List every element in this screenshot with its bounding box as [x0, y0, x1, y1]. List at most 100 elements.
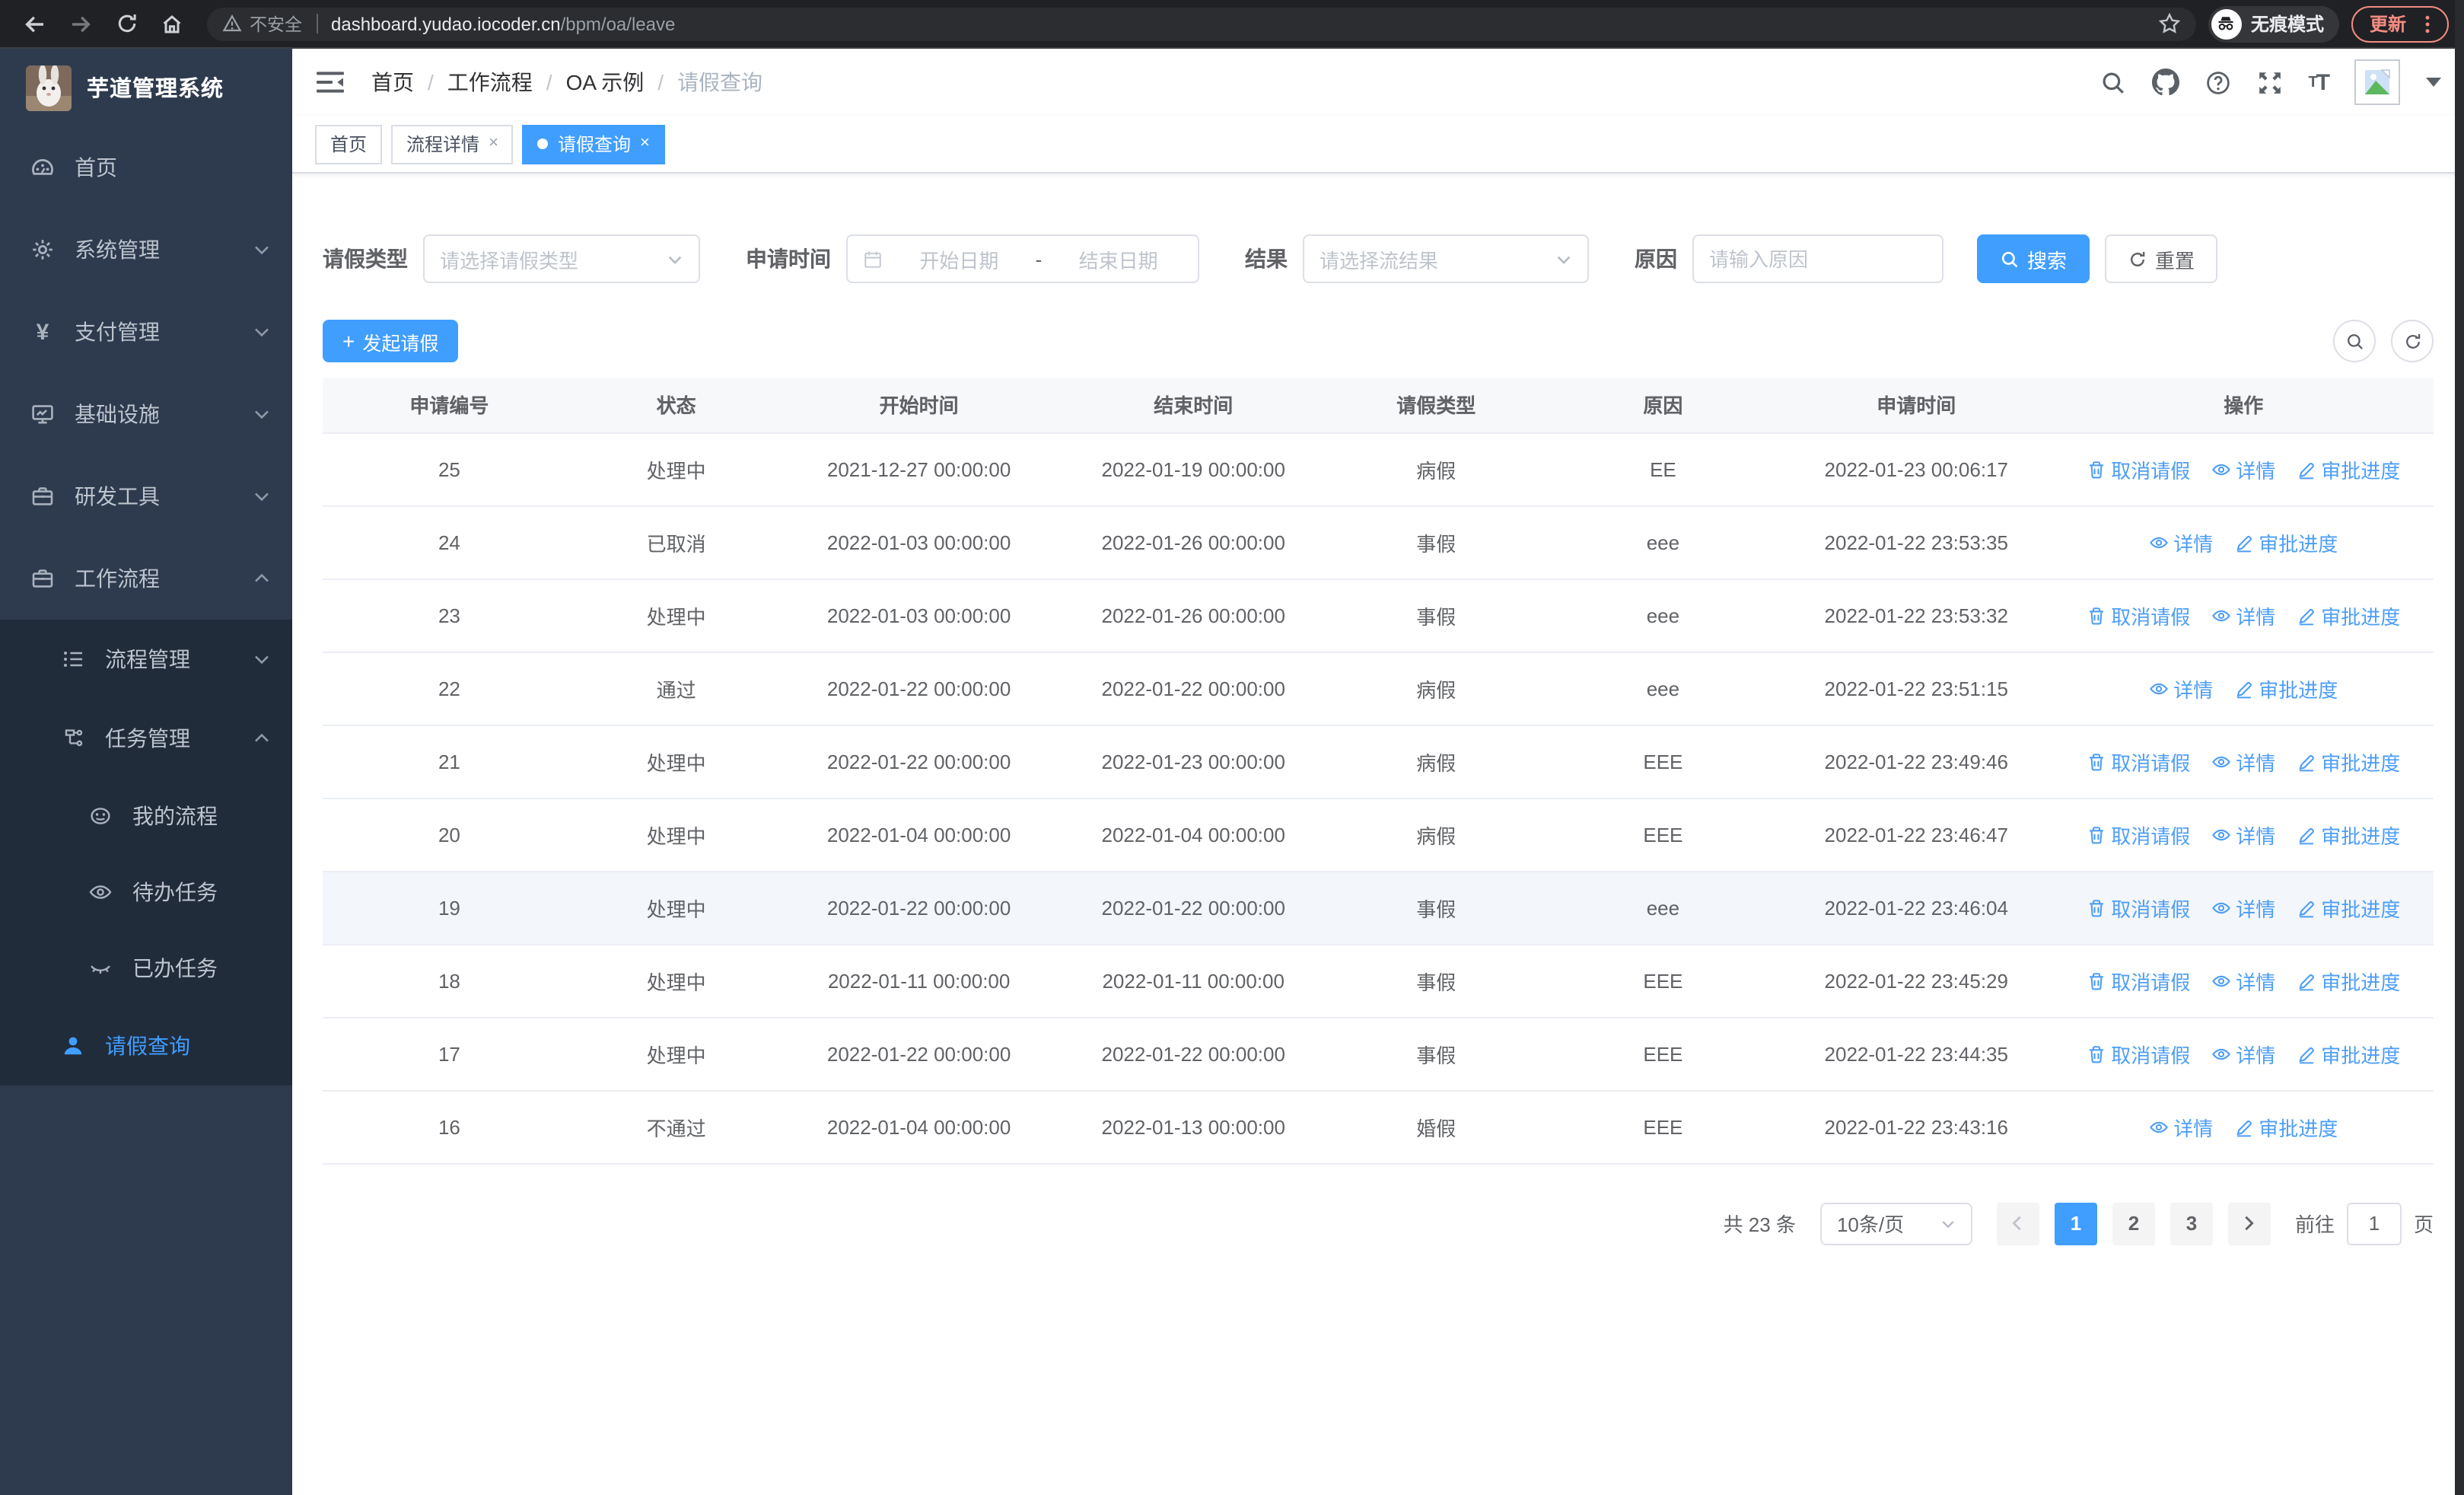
chevron-down-icon[interactable]	[2426, 78, 2441, 87]
update-menu-button[interactable]: 更新	[2351, 5, 2449, 42]
browser-scrollbar[interactable]	[2455, 0, 2464, 1495]
cell-actions: 详情 审批进度	[2053, 505, 2434, 579]
sidebar-item-我的流程[interactable]: 我的流程	[0, 778, 292, 854]
action-detail-link[interactable]: 详情	[2149, 674, 2213, 703]
cell-type: 事假	[1325, 1017, 1547, 1091]
create-leave-button[interactable]: + 发起请假	[323, 320, 459, 362]
goto-page-input[interactable]	[2346, 1202, 2402, 1245]
reload-icon[interactable]	[107, 4, 146, 43]
cell-id: 18	[323, 944, 576, 1018]
prev-page-button[interactable]	[1996, 1202, 2039, 1245]
github-icon[interactable]	[2151, 69, 2179, 96]
breadcrumb-item[interactable]: 首页	[371, 70, 414, 94]
action-cancel-link[interactable]: 取消请假	[2087, 454, 2190, 483]
breadcrumb-separator: /	[657, 70, 664, 94]
action-progress-link[interactable]: 审批进度	[2297, 893, 2400, 922]
action-detail-link[interactable]: 详情	[2211, 454, 2275, 483]
chevron-down-icon	[253, 323, 271, 341]
home-icon[interactable]	[152, 4, 192, 43]
cell-reason: EEE	[1546, 798, 1779, 872]
next-page-button[interactable]	[2227, 1202, 2271, 1245]
cell-reason: EEE	[1546, 1017, 1779, 1091]
sidebar-item-流程管理[interactable]: 流程管理	[0, 620, 292, 699]
action-detail-link[interactable]: 详情	[2211, 1039, 2275, 1068]
forward-icon[interactable]	[61, 4, 100, 43]
sidebar-item-研发工具[interactable]: 研发工具	[0, 455, 292, 537]
sidebar-item-系统管理[interactable]: 系统管理	[0, 209, 292, 291]
action-progress-link[interactable]: 审批进度	[2297, 747, 2400, 776]
search-button[interactable]: 搜索	[1977, 234, 2090, 283]
action-detail-link[interactable]: 详情	[2149, 1112, 2213, 1141]
sidebar-item-工作流程[interactable]: 工作流程	[0, 537, 292, 620]
page-button-1[interactable]: 1	[2054, 1202, 2097, 1245]
end-date-input[interactable]: 结束日期	[1078, 249, 1158, 272]
close-icon[interactable]: ×	[639, 134, 650, 152]
sidebar-item-首页[interactable]: 首页	[0, 126, 292, 209]
sidebar-item-待办任务[interactable]: 待办任务	[0, 854, 292, 930]
reset-button[interactable]: 重置	[2105, 234, 2218, 283]
leave-type-select[interactable]: 请选择请假类型	[423, 234, 700, 283]
page-button-3[interactable]: 3	[2170, 1202, 2213, 1245]
action-progress-link[interactable]: 审批进度	[2297, 966, 2400, 995]
action-cancel-link[interactable]: 取消请假	[2087, 820, 2190, 849]
action-cancel-link[interactable]: 取消请假	[2087, 1039, 2190, 1068]
action-progress-link[interactable]: 审批进度	[2297, 601, 2400, 630]
help-icon[interactable]	[2205, 69, 2230, 95]
app-logo[interactable]: 芋道管理系统	[0, 49, 292, 126]
action-detail-link[interactable]: 详情	[2149, 528, 2213, 556]
sidebar-item-任务管理[interactable]: 任务管理	[0, 699, 292, 778]
action-cancel-link[interactable]: 取消请假	[2087, 601, 2190, 630]
sidebar-item-支付管理[interactable]: ¥ 支付管理	[0, 291, 292, 373]
search-icon[interactable]	[2099, 69, 2125, 95]
action-detail-link[interactable]: 详情	[2211, 893, 2275, 922]
cell-end: 2022-01-22 00:00:00	[1061, 1017, 1326, 1091]
bookmark-star-icon[interactable]	[2158, 12, 2181, 35]
start-date-input[interactable]: 开始日期	[919, 249, 999, 272]
action-cancel-link[interactable]: 取消请假	[2087, 966, 2190, 995]
date-range-picker[interactable]: 开始日期 - 结束日期	[846, 234, 1199, 283]
action-progress-link[interactable]: 审批进度	[2234, 1112, 2338, 1141]
action-progress-link[interactable]: 审批进度	[2297, 1039, 2400, 1068]
cell-actions: 取消请假 详情 审批进度	[2053, 798, 2434, 872]
page-button-2[interactable]: 2	[2112, 1202, 2155, 1245]
reason-input[interactable]	[1709, 247, 1927, 270]
breadcrumb-item[interactable]: OA 示例	[565, 70, 645, 94]
fullscreen-icon[interactable]	[2256, 69, 2282, 95]
back-icon[interactable]	[15, 4, 55, 43]
action-detail-link[interactable]: 详情	[2211, 966, 2275, 995]
result-select[interactable]: 请选择流结果	[1303, 234, 1589, 283]
cell-type: 事假	[1325, 944, 1547, 1018]
page-size-select[interactable]: 10条/页	[1819, 1202, 1972, 1245]
sidebar-item-已办任务[interactable]: 已办任务	[0, 930, 292, 1006]
sidebar-item-请假查询[interactable]: 请假查询	[0, 1006, 292, 1085]
table-refresh-button[interactable]	[2391, 320, 2434, 362]
sidebar-fold-icon[interactable]	[317, 70, 344, 94]
action-cancel-link[interactable]: 取消请假	[2087, 893, 2190, 922]
cell-id: 24	[323, 505, 576, 579]
action-detail-link[interactable]: 详情	[2211, 601, 2275, 630]
avatar[interactable]	[2354, 59, 2400, 105]
action-progress-link[interactable]: 审批进度	[2234, 674, 2338, 703]
action-cancel-link[interactable]: 取消请假	[2087, 747, 2190, 776]
column-header: 状态	[575, 378, 777, 433]
action-detail-link[interactable]: 详情	[2211, 820, 2275, 849]
action-progress-link[interactable]: 审批进度	[2297, 454, 2400, 483]
table-search-toggle-button[interactable]	[2333, 320, 2376, 362]
tab-请假查询[interactable]: 请假查询 ×	[522, 124, 665, 164]
page-unit-label: 页	[2413, 1213, 2434, 1236]
security-warning[interactable]: 不安全	[222, 11, 302, 36]
action-label: 详情	[2173, 532, 2214, 555]
tab-首页[interactable]: 首页	[315, 124, 383, 164]
tab-流程详情[interactable]: 流程详情 ×	[391, 124, 514, 164]
sidebar-item-基础设施[interactable]: 基础设施	[0, 373, 292, 455]
sidebar-item-label: 请假查询	[105, 1034, 190, 1058]
breadcrumb-item[interactable]: 工作流程	[447, 70, 533, 94]
url-bar[interactable]: 不安全 dashboard.yudao.iocoder.cn/bpm/oa/le…	[207, 7, 2196, 40]
close-icon[interactable]: ×	[489, 134, 498, 152]
action-progress-link[interactable]: 审批进度	[2297, 820, 2400, 849]
action-detail-link[interactable]: 详情	[2211, 747, 2275, 776]
column-header: 结束时间	[1061, 378, 1326, 433]
action-progress-link[interactable]: 审批进度	[2234, 528, 2338, 556]
